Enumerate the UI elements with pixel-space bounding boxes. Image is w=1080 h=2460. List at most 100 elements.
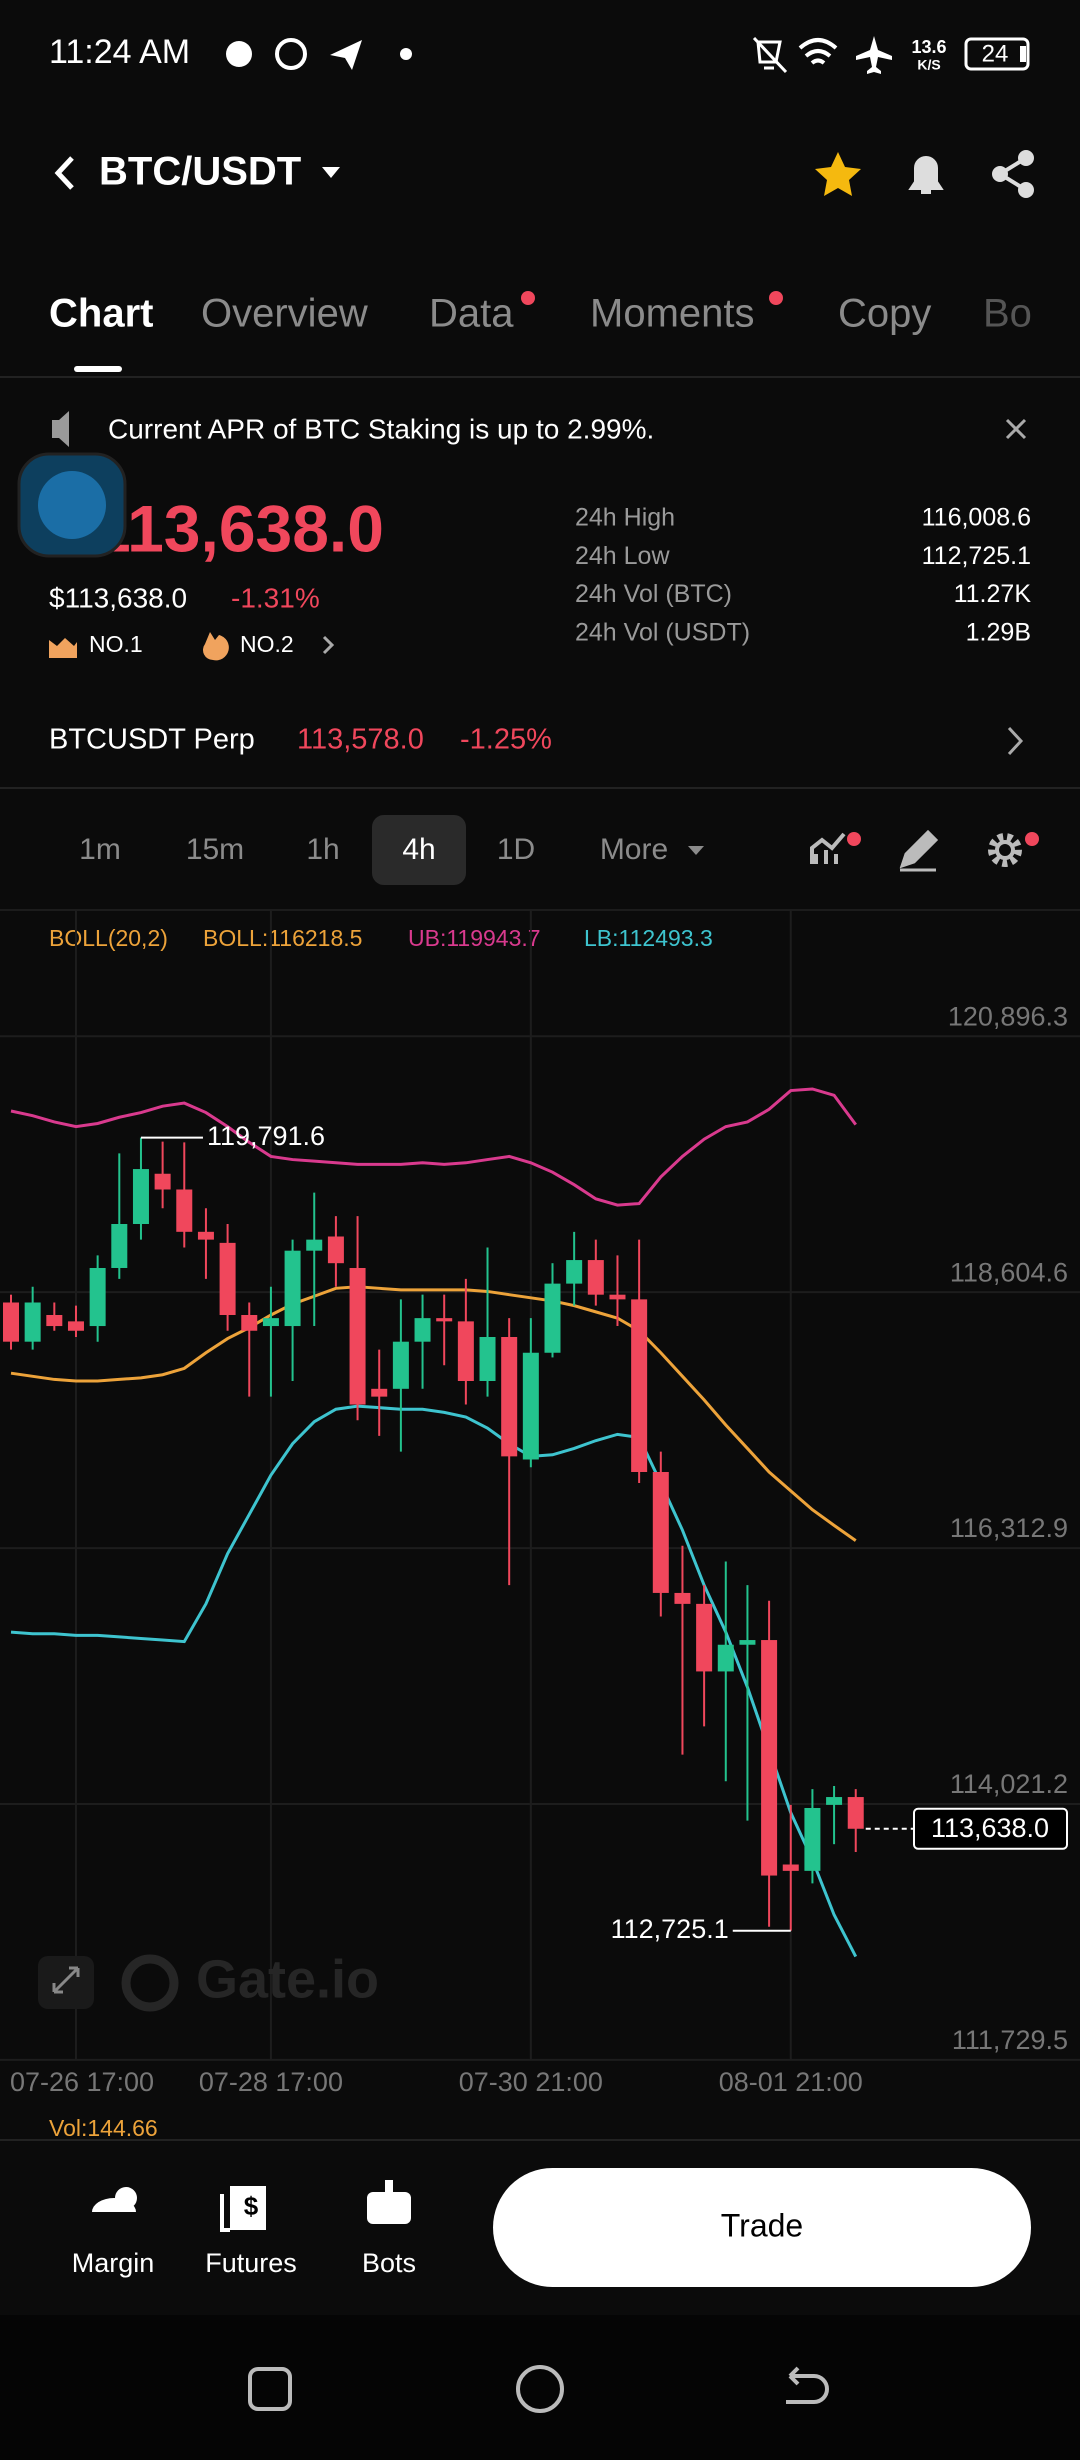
stat-value: 11.27K <box>954 580 1032 608</box>
y-tick-label: 111,729.5 <box>952 2025 1068 2055</box>
interval[interactable]: More <box>600 833 668 866</box>
candle-body <box>262 1318 279 1327</box>
alert-bell[interactable] <box>908 156 944 194</box>
avatar-icon <box>38 471 106 539</box>
candle-body <box>197 1231 214 1240</box>
system-nav <box>0 2315 1080 2460</box>
futures-dollar: $ <box>244 2191 259 2221</box>
candle-body <box>631 1299 648 1473</box>
tab[interactable]: Copy <box>838 292 931 336</box>
y-tick-label: 114,021.2 <box>950 1769 1068 1799</box>
candle-body <box>501 1337 518 1457</box>
tab[interactable]: Chart <box>49 292 153 336</box>
candle-body <box>609 1294 626 1300</box>
x-tick-label: 07-26 17:00 <box>10 2067 154 2097</box>
candle-body <box>241 1315 258 1331</box>
chart: BOLL(20,2) BOLL:116218.5 UB:119943.7 LB:112… <box>0 910 1080 2097</box>
dot <box>847 832 861 846</box>
nav-label[interactable]: Futures <box>205 2248 297 2278</box>
interval[interactable]: 1D <box>497 833 535 866</box>
pair[interactable]: BTC/USDT <box>99 150 301 194</box>
low-label: 112,725.1 <box>611 1914 729 1944</box>
interval[interactable]: 15m <box>186 833 244 866</box>
watermark: Gate.io <box>196 1949 379 2009</box>
perp-name[interactable]: BTCUSDT Perp <box>49 724 255 756</box>
candle-body <box>219 1242 236 1316</box>
perp-price: 113,578.0 <box>297 724 424 756</box>
rank[interactable]: NO.2 <box>240 631 294 657</box>
chevron[interactable] <box>322 635 335 655</box>
nav-label[interactable]: Margin <box>72 2248 155 2278</box>
boll-line <box>10 1285 857 1542</box>
banner-text[interactable]: Current APR of BTC Staking is up to 2.99… <box>108 413 654 444</box>
expand-button[interactable] <box>38 1956 94 2009</box>
draw-icon[interactable] <box>899 829 939 872</box>
stat-value: 1.29B <box>966 619 1031 647</box>
x-tick-label: 07-28 17:00 <box>199 2067 343 2097</box>
nav-label[interactable]: Bots <box>362 2248 416 2278</box>
pair-caret[interactable] <box>322 167 340 178</box>
trade-label[interactable]: Trade <box>721 2207 803 2243</box>
expand-icon <box>52 1966 80 1994</box>
candle-body <box>587 1260 604 1295</box>
candle-body <box>457 1321 474 1381</box>
candle-body <box>652 1472 669 1593</box>
x-tick-label: 08-01 21:00 <box>719 2067 863 2097</box>
candle-body <box>327 1236 344 1264</box>
indicator-icon[interactable] <box>810 832 846 864</box>
y-tick-label: 116,312.9 <box>950 1513 1068 1543</box>
stat-label: 24h High <box>575 504 675 532</box>
tab-dot <box>521 291 535 305</box>
candle-body <box>392 1341 409 1389</box>
interval[interactable]: 4h <box>402 833 435 866</box>
home-button[interactable] <box>516 2365 564 2413</box>
candle-body <box>89 1267 106 1327</box>
usd-price: $113,638.0 <box>49 582 187 613</box>
candle-body <box>847 1797 864 1829</box>
candle-body <box>436 1318 453 1322</box>
candle-body <box>111 1223 128 1268</box>
boll-line <box>10 1087 857 1207</box>
x-tick-label: 07-30 21:00 <box>459 2067 603 2097</box>
candle-body <box>306 1239 323 1251</box>
net-speed: 13.6 <box>911 37 946 57</box>
interval[interactable]: 1h <box>306 833 339 866</box>
stat-label: 24h Vol (BTC) <box>575 580 732 608</box>
stat-value: 112,725.1 <box>922 542 1031 570</box>
candle-body <box>522 1352 539 1460</box>
more-caret[interactable] <box>688 846 704 855</box>
tab-dot <box>769 291 783 305</box>
tab[interactable]: Moments <box>590 292 755 336</box>
candle-body <box>696 1603 713 1672</box>
settings-icon[interactable] <box>988 833 1022 867</box>
tab[interactable]: Overview <box>201 292 368 336</box>
speaker-icon <box>52 411 69 447</box>
high-label: 119,791.6 <box>207 1121 325 1151</box>
recents-button[interactable] <box>248 2367 292 2411</box>
candle-body <box>154 1173 171 1190</box>
volume-label: Vol:144.66 <box>49 2115 158 2141</box>
candle-body <box>782 1864 799 1871</box>
candle-body <box>414 1318 431 1342</box>
interval-active <box>372 815 466 885</box>
tab[interactable]: Data <box>429 292 514 336</box>
interval[interactable]: 1m <box>79 833 121 866</box>
net-unit: K/S <box>917 57 940 73</box>
candle-body <box>46 1315 63 1327</box>
banner-close[interactable] <box>1005 418 1027 440</box>
rank[interactable]: NO.1 <box>89 631 143 657</box>
nav-icons <box>92 2180 411 2232</box>
trade-button[interactable] <box>493 2168 1031 2287</box>
indicator-label: BOLL(20,2) <box>49 925 168 951</box>
candle-body <box>739 1640 756 1645</box>
chevron[interactable] <box>1007 726 1024 756</box>
stat-label: 24h Low <box>575 542 670 570</box>
tab[interactable]: Bo <box>983 292 1032 336</box>
back-nav-button[interactable] <box>786 2366 829 2404</box>
watermark-logo <box>121 1954 179 2012</box>
back-button[interactable] <box>54 156 74 190</box>
favorite-star[interactable] <box>815 152 861 196</box>
share[interactable] <box>992 150 1034 198</box>
candle-body <box>544 1283 561 1353</box>
